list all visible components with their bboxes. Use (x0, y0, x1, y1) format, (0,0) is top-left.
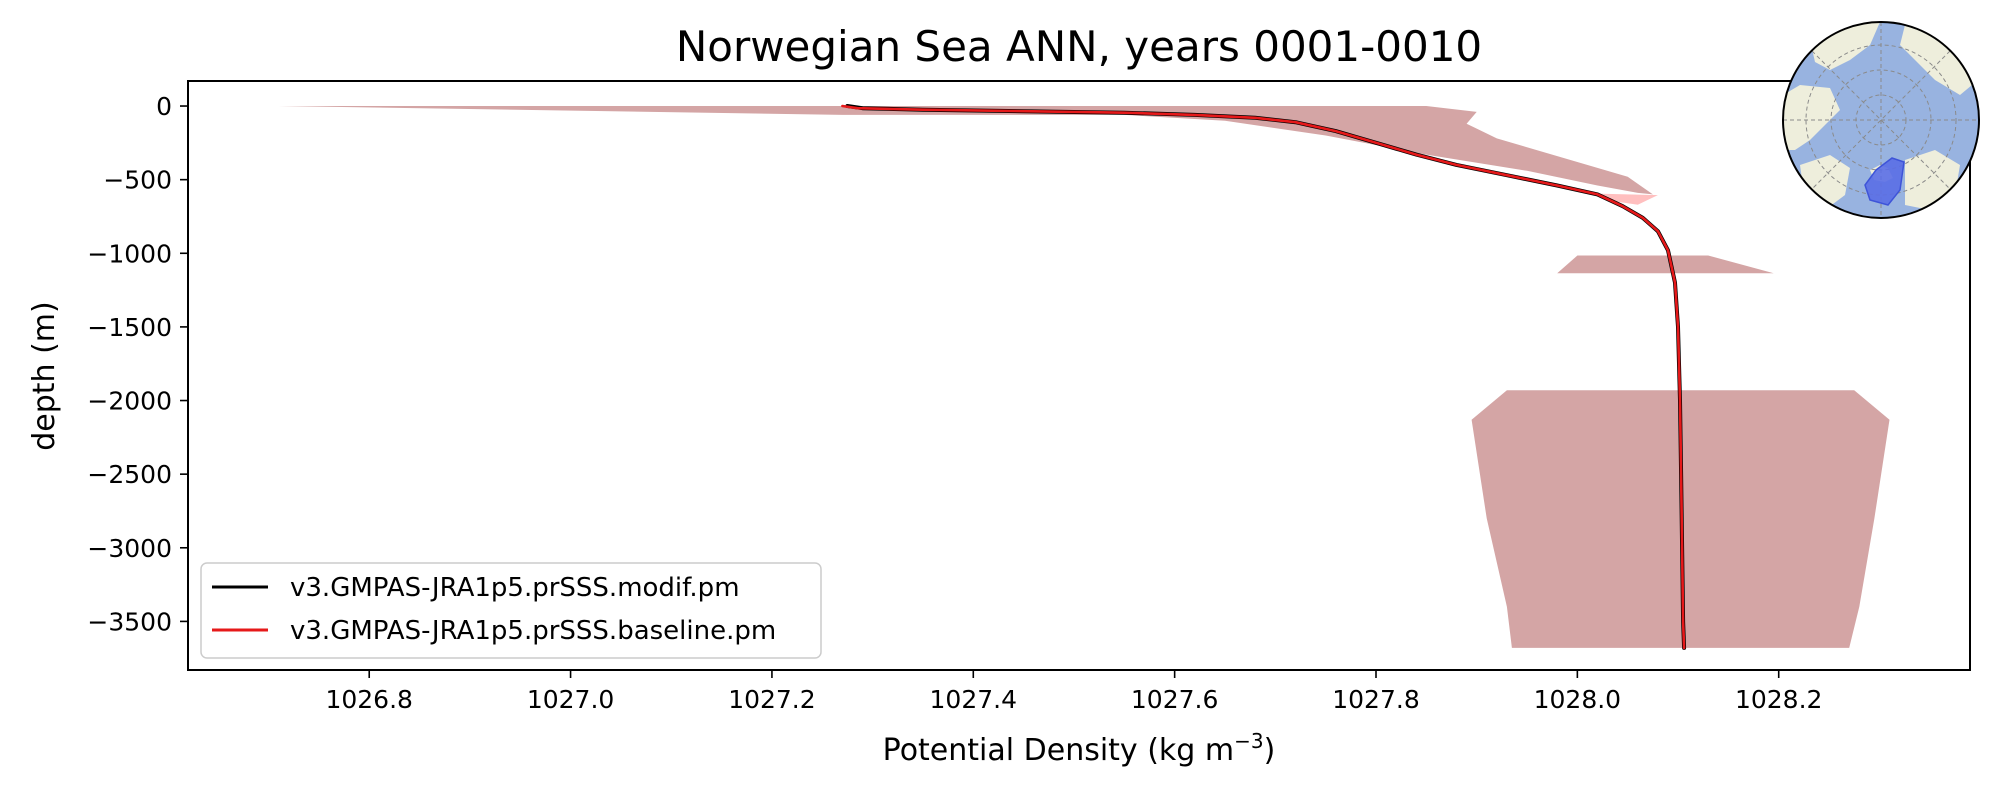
x-tick-label: 1027.6 (1131, 685, 1218, 714)
y-tick-label: −1000 (87, 239, 172, 268)
shaded-range-band (1557, 255, 1774, 274)
legend-entry-baseline: v3.GMPAS-JRA1p5.prSSS.baseline.pm (290, 616, 776, 646)
y-tick-label: −3500 (87, 607, 172, 636)
x-tick-label: 1027.8 (1332, 685, 1419, 714)
shaded-range-band (1597, 193, 1658, 205)
x-tick-label: 1028.0 (1534, 685, 1621, 714)
x-axis: 1026.8 1027.0 1027.2 1027.4 1027.6 1027.8 1028… (325, 670, 1822, 714)
inset-map-highlighted-region (1864, 157, 1905, 206)
series-lines-group (841, 104, 1687, 650)
inset-map-land-north-america (1783, 85, 1840, 150)
y-tick-label: −2000 (87, 387, 172, 416)
legend: v3.GMPAS-JRA1p5.prSSS.modif.pm v3.GMPAS-… (200, 562, 822, 659)
y-tick-label: −3000 (87, 534, 172, 563)
shaded-range-band (278, 106, 1653, 195)
x-tick-label: 1026.8 (325, 685, 412, 714)
inset-map-outline (1782, 21, 1980, 219)
legend-box (200, 562, 822, 659)
series-line-baseline (841, 104, 1686, 650)
y-tick-label: −1500 (87, 313, 172, 342)
chart-title: Norwegian Sea ANN, years 0001-0010 (676, 22, 1482, 71)
y-tick-label: −500 (103, 166, 172, 195)
x-tick-label: 1027.0 (527, 685, 614, 714)
y-tick-label: 0 (156, 92, 172, 121)
x-tick-label: 1028.2 (1735, 685, 1822, 714)
y-tick-label: −2500 (87, 460, 172, 489)
legend-entry-modif: v3.GMPAS-JRA1p5.prSSS.modif.pm (290, 573, 740, 603)
inset-map-land-asia (1900, 25, 1978, 95)
y-axis: 0 −500 −1000 −1500 −2000 −2500 −3000 −3500 (87, 92, 188, 636)
inset-region-map (1782, 21, 1980, 219)
plot-frame (187, 80, 1971, 671)
x-axis-label: Potential Density (kg m−3) (883, 729, 1276, 768)
x-tick-label: 1027.2 (728, 685, 815, 714)
y-axis-label: depth (m) (27, 301, 62, 451)
x-tick-label: 1027.4 (930, 685, 1017, 714)
